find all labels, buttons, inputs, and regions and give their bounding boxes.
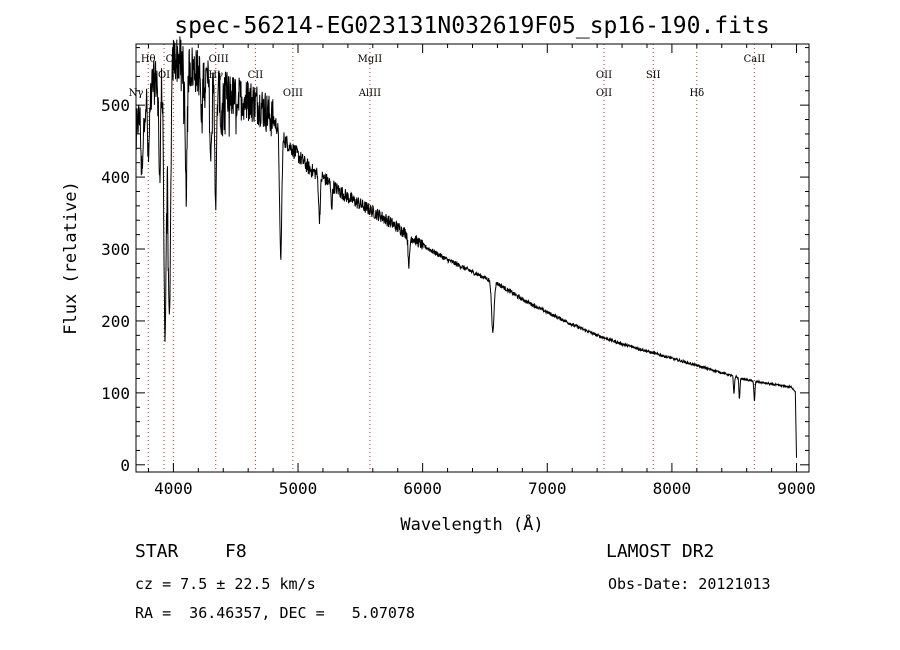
- x-tick-label: 6000: [403, 479, 442, 498]
- object-class: STAR: [135, 541, 179, 562]
- line-marker-label: OII: [596, 70, 612, 81]
- chart-title: spec-56214-EG023131N032619F05_sp16-190.f…: [174, 13, 769, 39]
- spectral-subclass: F8: [225, 541, 247, 562]
- line-marker-label: OI: [158, 70, 170, 81]
- line-marker-label: AlIII: [358, 88, 381, 99]
- coordinates: RA = 36.46357, DEC = 5.07078: [135, 604, 415, 622]
- line-marker-label: OIII: [209, 54, 229, 65]
- x-tick-label: 5000: [279, 479, 318, 498]
- line-marker-label: OII: [596, 88, 612, 99]
- line-marker-label: CII: [248, 70, 264, 81]
- x-tick-label: 9000: [777, 479, 816, 498]
- observation-date: Obs-Date: 20121013: [608, 575, 771, 593]
- line-marker-label: CaII: [744, 54, 766, 65]
- axis-ticks: 4000 5000 6000 7000 8000 9000 0 100 200 300 400 500: [101, 44, 816, 498]
- y-tick-label: 500: [101, 96, 130, 115]
- x-tick-label: 7000: [528, 479, 567, 498]
- x-axis-label: Wavelength (Å): [400, 513, 543, 535]
- line-marker-label: MgII: [358, 54, 383, 65]
- survey-name: LAMOST DR2: [606, 541, 715, 562]
- y-tick-label: 100: [101, 384, 130, 403]
- line-marker-label: Hγ: [208, 70, 223, 81]
- x-tick-label: 8000: [653, 479, 692, 498]
- y-tick-label: 0: [120, 456, 130, 475]
- line-marker-label: OIII: [283, 88, 303, 99]
- redshift-value: cz = 7.5 ± 22.5 km/s: [135, 575, 316, 593]
- y-tick-label: 200: [101, 312, 130, 331]
- line-marker-label: SII: [646, 70, 661, 81]
- y-tick-label: 400: [101, 168, 130, 187]
- x-tick-label: 4000: [154, 479, 193, 498]
- line-marker-label: Hδ: [689, 88, 704, 99]
- y-axis-label: Flux (relative): [61, 181, 81, 335]
- spectrum-line: [135, 36, 797, 458]
- line-marker-label: Hθ: [141, 54, 156, 65]
- y-tick-label: 300: [101, 240, 130, 259]
